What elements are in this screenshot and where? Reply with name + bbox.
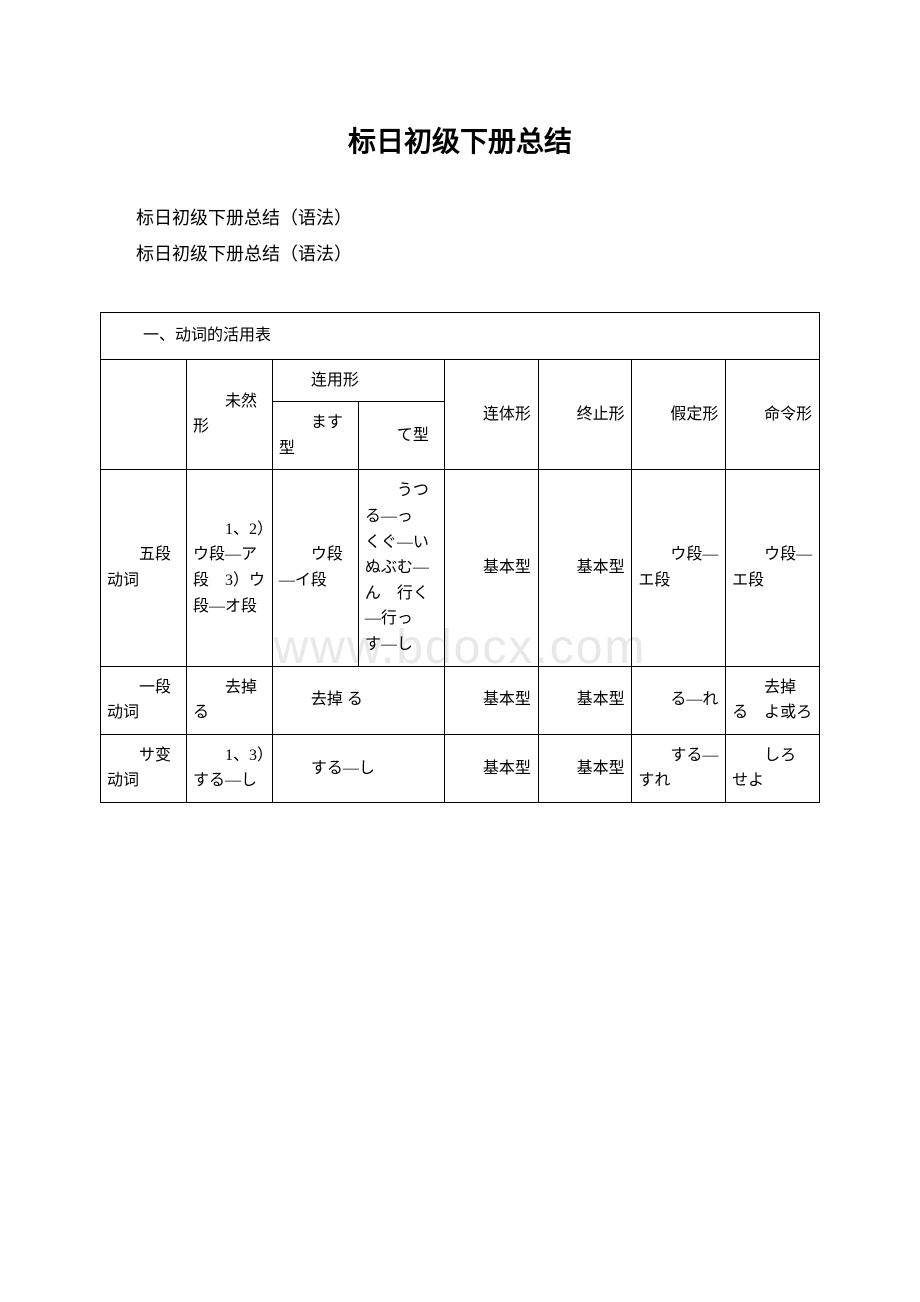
- header-renyoukei: 连用形: [272, 359, 444, 402]
- cell-mizen: 1、3）する—し: [186, 734, 272, 802]
- spacer: [100, 282, 820, 312]
- cell-renyou: 去掉 る: [272, 666, 444, 734]
- cell-katei: ウ段—エ段: [632, 470, 726, 666]
- cell-mizen: 1、2）ウ段—ア段 3）ウ段—オ段: [186, 470, 272, 666]
- conjugation-table: 一、动词的活用表 未然形 连用形 连体形 终止形 假定形 命令形 ます型 て型 …: [100, 312, 820, 803]
- header-masu: ます型: [272, 402, 358, 470]
- cell-te: うつる—っ くぐ—い ぬぶむ—ん 行く—行っ す—し: [358, 470, 444, 666]
- table-row: 一段动词 去掉 る 去掉 る 基本型 基本型 る—れ 去掉 る よ或ろ: [101, 666, 820, 734]
- header-blank: [101, 359, 187, 470]
- document-content: 标日初级下册总结 标日初级下册总结（语法） 标日初级下册总结（语法） 一、动词的…: [100, 120, 820, 803]
- cell-rentai: 基本型: [444, 734, 538, 802]
- header-kateikei: 假定形: [632, 359, 726, 470]
- cell-rentai: 基本型: [444, 666, 538, 734]
- cell-shuushi: 基本型: [538, 470, 632, 666]
- header-mizenkei: 未然形: [186, 359, 272, 470]
- section-header: 一、动词的活用表: [101, 313, 820, 360]
- cell-meirei: しろ せよ: [726, 734, 820, 802]
- row-name: 五段动词: [101, 470, 187, 666]
- table-row: 一、动词的活用表: [101, 313, 820, 360]
- table-row: 未然形 连用形 连体形 终止形 假定形 命令形: [101, 359, 820, 402]
- subtitle-2: 标日初级下册总结（语法）: [100, 236, 820, 272]
- cell-mizen: 去掉 る: [186, 666, 272, 734]
- cell-renyou: する—し: [272, 734, 444, 802]
- row-name: 一段动词: [101, 666, 187, 734]
- header-te: て型: [358, 402, 444, 470]
- cell-katei: る—れ: [632, 666, 726, 734]
- header-shuushikei: 终止形: [538, 359, 632, 470]
- row-name: サ变动词: [101, 734, 187, 802]
- cell-meirei: 去掉 る よ或ろ: [726, 666, 820, 734]
- cell-katei: する—すれ: [632, 734, 726, 802]
- header-meireikei: 命令形: [726, 359, 820, 470]
- header-rentaikei: 连体形: [444, 359, 538, 470]
- cell-shuushi: 基本型: [538, 666, 632, 734]
- cell-masu: ウ段—イ段: [272, 470, 358, 666]
- table-row: サ变动词 1、3）する—し する—し 基本型 基本型 する—すれ しろ せよ: [101, 734, 820, 802]
- cell-rentai: 基本型: [444, 470, 538, 666]
- subtitle-block: 标日初级下册总结（语法） 标日初级下册总结（语法）: [100, 200, 820, 272]
- table-row: 五段动词 1、2）ウ段—ア段 3）ウ段—オ段 ウ段—イ段 うつる—っ くぐ—い …: [101, 470, 820, 666]
- cell-shuushi: 基本型: [538, 734, 632, 802]
- subtitle-1: 标日初级下册总结（语法）: [100, 200, 820, 236]
- cell-meirei: ウ段—エ段: [726, 470, 820, 666]
- page-title: 标日初级下册总结: [100, 120, 820, 160]
